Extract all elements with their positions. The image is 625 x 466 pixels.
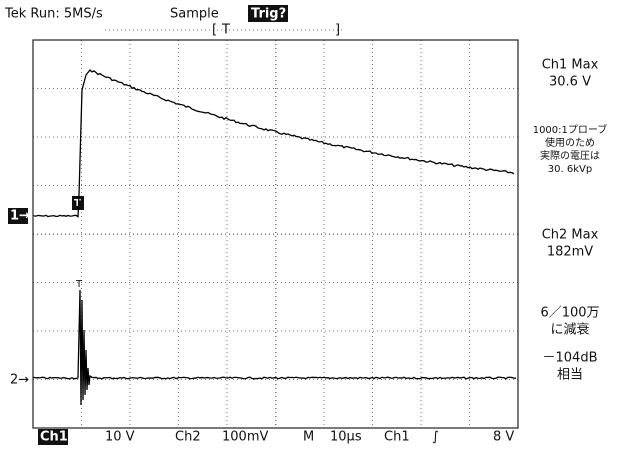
graticule-frame: [32, 39, 519, 429]
acq-mode: Sample: [170, 7, 219, 22]
footer-ch1-scale: 10 V: [105, 430, 135, 445]
trigger-status: Trig?: [251, 7, 286, 22]
footer-ch2: Ch2: [175, 430, 201, 445]
trigger-mark-ch1: T: [74, 198, 81, 209]
probe-note: 1000:1プローブ: [533, 123, 608, 136]
ch1-trace: [33, 69, 515, 218]
probe-note: 30. 6kVp: [548, 164, 592, 175]
run-status: Tek Run: 5MS/s: [4, 7, 103, 22]
attenuation: 6／100万: [540, 306, 599, 321]
ch2-max-label: Ch2 Max: [542, 228, 599, 243]
probe-note: 実際の電圧は: [540, 149, 600, 162]
footer-trigger-slope: ∫: [432, 430, 439, 445]
footer-trigger-source: Ch1: [384, 430, 410, 445]
footer-trigger-level: 8 V: [493, 430, 514, 445]
decibel: －104dB: [543, 351, 598, 366]
footer-time-scale: 10µs: [330, 430, 362, 445]
ch1-max-label: Ch1 Max: [542, 58, 599, 73]
ch1-marker-box: [8, 208, 28, 224]
footer-ch2-scale: 100mV: [222, 430, 268, 445]
ch2-marker: 2→: [10, 373, 29, 388]
decibel: 相当: [557, 368, 583, 383]
ch2-trace: [33, 289, 517, 406]
trigger-position: T: [221, 23, 230, 38]
footer-ch1: Ch1: [40, 430, 68, 445]
footer-time: M: [303, 430, 314, 445]
bracket-right: ]: [335, 23, 340, 38]
bracket-left: [: [212, 23, 217, 38]
graticule: [33, 40, 518, 428]
trigger-mark-ch2: T: [75, 279, 83, 290]
ch2-max-value: 182mV: [547, 245, 593, 260]
trig-box: [248, 5, 288, 22]
ch1-marker: 1→: [10, 209, 30, 224]
probe-note: 使用のため: [545, 136, 595, 149]
attenuation: に減衰: [550, 322, 589, 338]
ch1-max-value: 30.6 V: [549, 75, 591, 90]
ch1-footer-box: [38, 429, 68, 445]
